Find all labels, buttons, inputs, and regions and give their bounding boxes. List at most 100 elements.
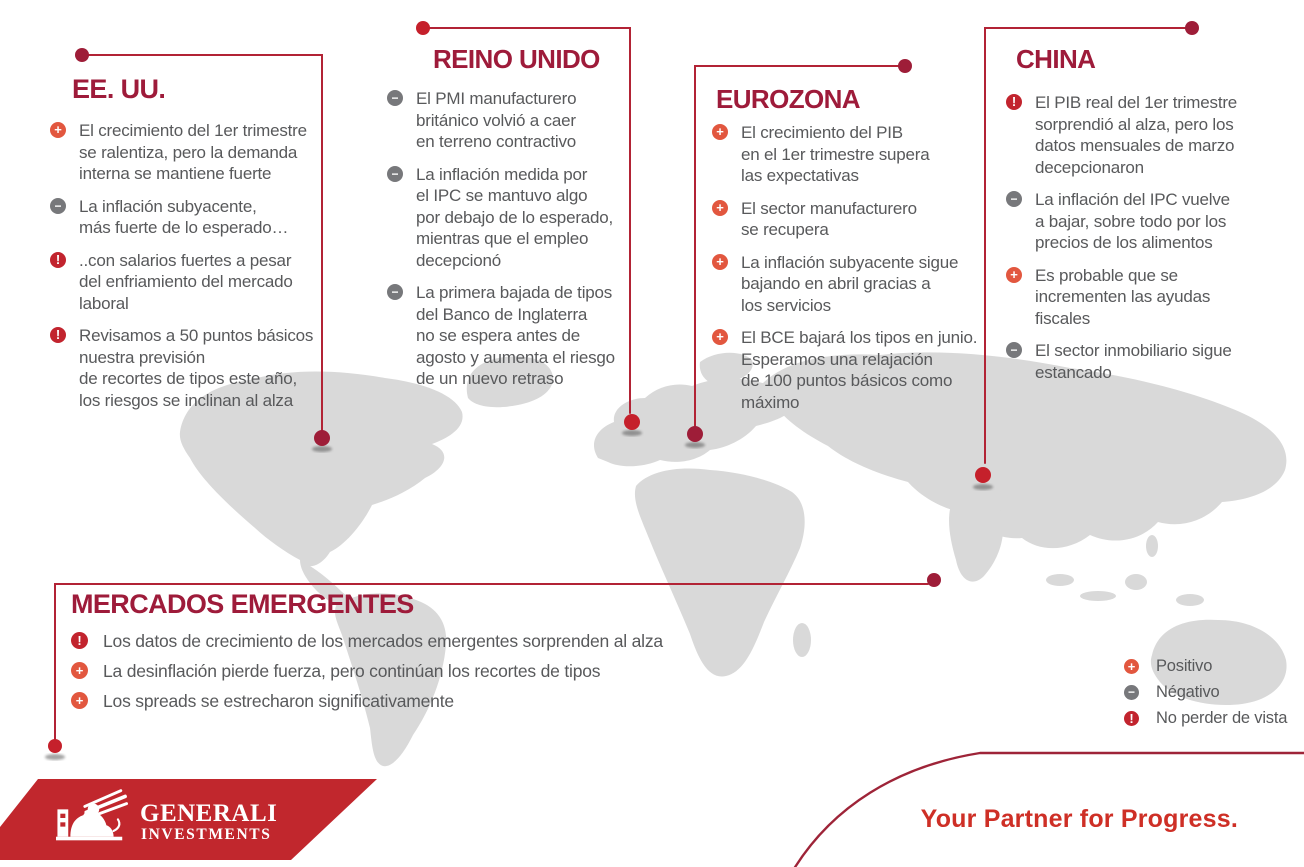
minus-icon: − xyxy=(1006,342,1022,358)
continent-asia xyxy=(761,352,1287,549)
bullet-text: El crecimiento del PIB en el 1er trimest… xyxy=(741,123,930,185)
section-title-uk: REINO UNIDO xyxy=(433,44,600,74)
map-marker-uk xyxy=(624,414,640,430)
legend-label: Positivo xyxy=(1156,656,1213,675)
alert-icon: ! xyxy=(1124,710,1139,726)
bullet-item: ! El PIB real del 1er trimestre sorprend… xyxy=(1006,92,1237,178)
legend-item: + Positivo xyxy=(1124,656,1287,676)
minus-icon: − xyxy=(1006,191,1022,207)
bullet-item: − La inflación medida por el IPC se mant… xyxy=(387,164,615,272)
island-philippines xyxy=(1146,535,1158,557)
connector-us xyxy=(87,54,323,432)
bullet-text: Revisamos a 50 puntos básicos nuestra pr… xyxy=(79,326,314,410)
continent-africa xyxy=(634,468,805,677)
section-title-emerging: MERCADOS EMERGENTES xyxy=(71,589,414,619)
island-madagascar xyxy=(793,623,811,657)
section-us: + El crecimiento del 1er trimestre se ra… xyxy=(50,120,313,411)
region-scandinavia xyxy=(699,352,753,385)
minus-icon: − xyxy=(387,284,403,300)
plus-icon: + xyxy=(712,329,728,345)
bullet-item: − El sector inmobiliario sigue estancado xyxy=(1006,340,1237,383)
alert-icon: ! xyxy=(50,251,66,268)
plus-icon: + xyxy=(1006,266,1022,283)
bullet-text: La inflación medida por el IPC se mantuv… xyxy=(416,164,614,270)
brand-tagline: Your Partner for Progress. xyxy=(920,805,1238,833)
bullet-item: + La desinflación pierde fuerza, pero co… xyxy=(71,660,663,682)
bullet-text: El BCE bajará los tipos en junio. Espera… xyxy=(741,328,978,412)
marker-shadow xyxy=(685,442,705,448)
section-china: ! El PIB real del 1er trimestre sorprend… xyxy=(1006,92,1237,383)
connector-uk xyxy=(428,27,631,414)
plus-icon: + xyxy=(50,122,66,138)
callout-dot-emerging xyxy=(927,573,941,587)
section-emerging: ! Los datos de crecimiento de los mercad… xyxy=(71,630,663,712)
continent-south-america xyxy=(334,593,447,767)
bullet-text: La inflación subyacente, más fuerte de l… xyxy=(79,196,289,238)
plus-icon: + xyxy=(71,662,88,679)
section-title-eurozone: EUROZONA xyxy=(716,84,861,114)
bullet-item: ! Revisamos a 50 puntos básicos nuestra … xyxy=(50,325,313,411)
marker-shadow xyxy=(622,430,642,436)
bullet-text: Los datos de crecimiento de los mercados… xyxy=(103,631,663,651)
minus-icon: − xyxy=(387,165,403,182)
bullet-item: + El crecimiento del 1er trimestre se ra… xyxy=(50,120,313,185)
bullet-text: El PIB real del 1er trimestre sorprendió… xyxy=(1035,93,1238,177)
island-new-guinea xyxy=(1176,594,1204,606)
bullet-item: + El crecimiento del PIB en el 1er trime… xyxy=(712,122,977,187)
callout-dot-uk xyxy=(416,21,430,35)
plus-icon: + xyxy=(712,199,728,216)
marker-shadow xyxy=(45,754,65,760)
map-marker-eurozone xyxy=(687,426,703,442)
plus-icon: + xyxy=(71,692,88,709)
bullet-text: El crecimiento del 1er trimestre se rale… xyxy=(79,121,307,183)
island-japan xyxy=(1244,454,1264,486)
map-marker-china xyxy=(975,467,991,483)
map-marker-emerging xyxy=(48,739,62,753)
brand-subname: INVESTMENTS xyxy=(141,826,272,843)
generali-lion-logo xyxy=(56,789,128,841)
connector-emerging xyxy=(54,583,929,740)
callout-dot-eurozone xyxy=(898,59,912,73)
bullet-item: − La inflación del IPC vuelve a bajar, s… xyxy=(1006,189,1237,254)
bullet-item: + Es probable que se incrementen las ayu… xyxy=(1006,265,1237,330)
bullet-text: La inflación subyacente sigue bajando en… xyxy=(741,252,959,315)
bullet-text: Es probable que se incrementen las ayuda… xyxy=(1035,265,1211,328)
bullet-item: ! ..con salarios fuertes a pesar del enf… xyxy=(50,250,313,315)
bullet-text: ..con salarios fuertes a pesar del enfri… xyxy=(79,250,293,313)
section-title-us: EE. UU. xyxy=(72,74,166,104)
plus-icon: + xyxy=(712,253,728,270)
bullet-item: − El PMI manufacturero británico volvió … xyxy=(387,88,615,153)
map-marker-us xyxy=(314,430,330,446)
bullet-item: + El sector manufacturero se recupera xyxy=(712,198,977,241)
island-greenland xyxy=(466,356,553,408)
continent-central-america xyxy=(300,560,358,612)
section-uk: − El PMI manufacturero británico volvió … xyxy=(387,88,615,390)
minus-icon: − xyxy=(50,197,66,214)
alert-icon: ! xyxy=(50,327,66,343)
bullet-text: La primera bajada de tipos del Banco de … xyxy=(416,283,615,388)
legend-item: ! No perder de vista xyxy=(1124,708,1287,728)
island-java xyxy=(1080,591,1116,601)
plus-icon: + xyxy=(712,124,728,140)
minus-icon: − xyxy=(387,90,403,106)
bullet-item: − La inflación subyacente, más fuerte de… xyxy=(50,196,313,239)
minus-icon: − xyxy=(1124,684,1139,700)
callout-dot-us xyxy=(75,48,89,62)
plus-icon: + xyxy=(1124,658,1139,674)
legend-item: − Négativo xyxy=(1124,682,1287,702)
marker-shadow xyxy=(973,484,993,490)
section-eurozone: + El crecimiento del PIB en el 1er trime… xyxy=(712,122,977,413)
bullet-text: El sector manufacturero se recupera xyxy=(741,198,917,240)
connector-china xyxy=(984,27,1187,464)
marker-shadow xyxy=(312,446,332,452)
bullet-text: El PMI manufacturero británico volvió a … xyxy=(416,89,577,151)
bullet-text: Los spreads se estrecharon significativa… xyxy=(103,691,454,711)
callout-dot-china xyxy=(1185,21,1199,35)
region-india xyxy=(949,495,1004,582)
bullet-text: La desinflación pierde fuerza, pero cont… xyxy=(103,661,601,681)
bullet-item: − La primera bajada de tipos del Banco d… xyxy=(387,282,615,390)
alert-icon: ! xyxy=(71,632,88,649)
